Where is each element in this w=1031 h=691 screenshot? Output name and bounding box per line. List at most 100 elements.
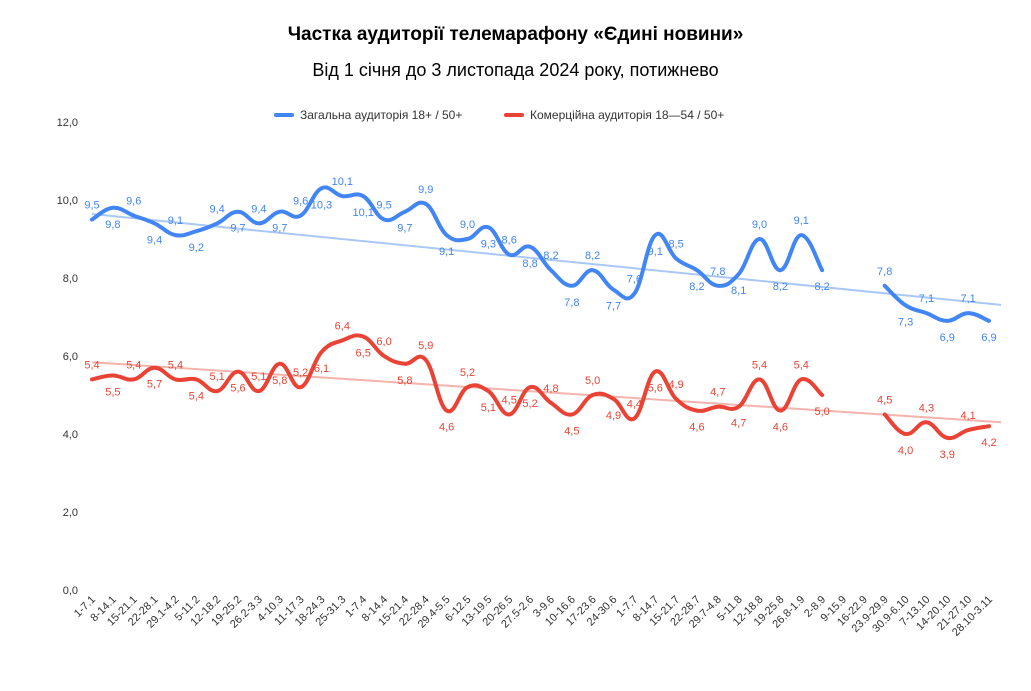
data-label: 9,2 [189,242,204,254]
data-label: 5,4 [168,359,183,371]
data-label: 9,8 [105,219,120,231]
data-label: 4,6 [439,422,454,434]
y-tick-label: 10,0 [57,195,78,207]
data-label: 7,1 [960,293,975,305]
data-label: 10,1 [352,207,373,219]
data-label: 9,0 [752,219,767,231]
data-label: 9,0 [460,219,475,231]
y-tick-label: 8,0 [63,273,78,285]
y-tick-label: 2,0 [63,507,78,519]
series-line [90,333,825,422]
data-label: 9,1 [648,246,663,258]
series-lines [90,185,991,441]
data-label: 4,6 [773,422,788,434]
data-label: 5,1 [481,402,496,414]
data-label: 5,0 [585,375,600,387]
data-label: 9,1 [439,246,454,258]
data-label: 8,5 [668,239,683,251]
data-label: 8,2 [814,281,829,293]
data-label: 6,0 [376,336,391,348]
data-label: 9,4 [210,203,225,215]
legend: Загальна аудиторія 18+ / 50+ Комерційна а… [274,108,724,122]
data-label: 6,4 [335,320,350,332]
data-label: 4,8 [543,383,558,395]
data-label: 9,6 [126,196,141,208]
data-label: 7,3 [898,316,913,328]
data-label: 6,9 [940,332,955,344]
y-tick-label: 6,0 [63,351,78,363]
data-label: 9,7 [272,223,287,235]
data-label: 5,7 [147,379,162,391]
data-label: 8,6 [502,235,517,247]
chart-subtitle: Від 1 січня до 3 листопада 2024 року, по… [312,60,719,80]
y-tick-label: 4,0 [63,429,78,441]
series-line [90,185,825,301]
data-label: 9,4 [147,234,162,246]
data-label: 5,8 [397,375,412,387]
data-label: 4,5 [564,426,579,438]
data-label: 6,9 [981,332,996,344]
data-label: 4,6 [689,422,704,434]
data-label: 9,5 [376,200,391,212]
data-label: 4,7 [731,418,746,430]
data-label: 5,4 [126,359,141,371]
data-label: 4,7 [710,387,725,399]
data-label: 7,8 [877,266,892,278]
data-label: 4,4 [627,398,642,410]
data-label: 9,1 [168,215,183,227]
data-label: 5,4 [752,359,767,371]
y-axis: 0,0 2,0 4,0 6,0 8,0 10,0 12,0 [57,117,78,597]
data-label: 5,1 [210,371,225,383]
data-label: 7,1 [919,293,934,305]
data-label: 9,1 [794,215,809,227]
data-label: 5,2 [522,398,537,410]
data-label: 5,0 [814,406,829,418]
data-label: 7,8 [564,297,579,309]
data-label: 5,2 [460,367,475,379]
data-label: 6,1 [314,363,329,375]
data-label: 10,1 [332,176,353,188]
data-label: 5,2 [293,367,308,379]
data-label: 9,9 [418,184,433,196]
data-label: 9,4 [251,203,266,215]
data-label: 8,2 [689,281,704,293]
data-label: 8,1 [731,285,746,297]
data-label: 3,9 [940,449,955,461]
data-label: 5,6 [648,383,663,395]
data-label: 8,2 [543,250,558,262]
x-axis: 1-7.18-14.115-21.122-28.129.1-4.25-11.21… [72,594,995,639]
data-label: 8,2 [773,281,788,293]
data-label: 5,8 [272,375,287,387]
chart-title: Частка аудиторії телемарафону «Єдині нов… [287,24,744,45]
data-label: 8,2 [585,250,600,262]
data-label: 7,6 [627,274,642,286]
data-label: 5,4 [84,359,99,371]
data-label: 5,4 [794,359,809,371]
data-label: 4,5 [502,395,517,407]
data-labels: 9,59,89,69,49,19,29,49,79,49,79,6 10,310,… [84,176,996,461]
data-label: 6,5 [356,348,371,360]
data-label: 4,9 [606,410,621,422]
data-label: 5,5 [105,387,120,399]
data-label: 8,8 [522,258,537,270]
legend-label: Загальна аудиторія 18+ / 50+ [300,108,462,122]
data-label: 7,7 [606,301,621,313]
data-label: 5,9 [418,340,433,352]
series-line [882,412,991,441]
data-label: 9,7 [397,223,412,235]
trend-line [91,213,1002,306]
data-label: 4,3 [919,402,934,414]
data-label: 7,8 [710,266,725,278]
data-label: 5,6 [230,383,245,395]
data-label: 4,1 [960,410,975,422]
data-label: 5,1 [251,371,266,383]
y-tick-label: 0,0 [63,585,78,597]
y-tick-label: 12,0 [57,117,78,129]
data-label: 5,4 [189,390,204,402]
data-label: 4,5 [877,395,892,407]
data-label: 4,0 [898,445,913,457]
data-label: 4,2 [981,437,996,449]
data-label: 9,7 [230,223,245,235]
legend-label: Комерційна аудиторія 18—54 / 50+ [530,108,724,122]
